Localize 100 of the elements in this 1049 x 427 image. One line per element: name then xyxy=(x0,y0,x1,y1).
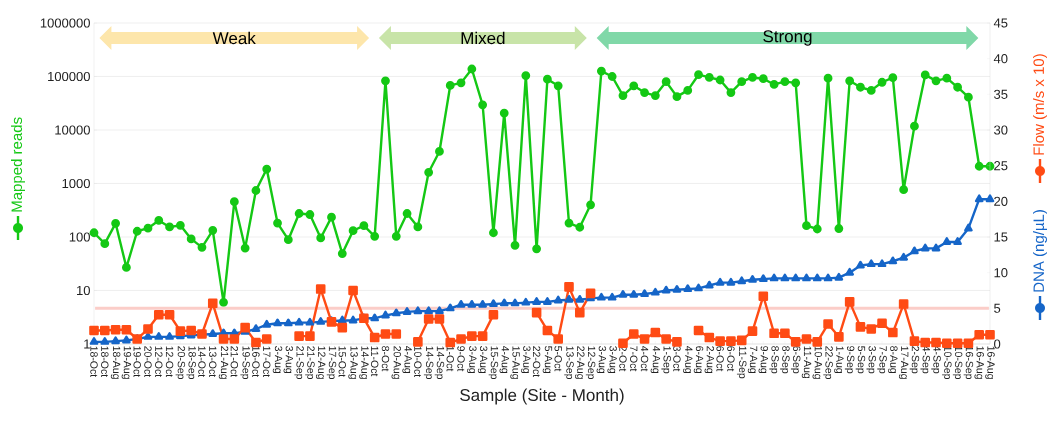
x-tick-label: 16-Oct xyxy=(252,346,260,378)
x-tick-label: 3-Oct xyxy=(673,346,681,372)
x-tick-label: 7-Oct xyxy=(630,346,638,372)
x-tick-label: 11-Sep xyxy=(736,346,747,379)
x-tick-label: 18-Sep xyxy=(186,346,196,380)
x-tick-label: 6-Aug xyxy=(693,346,704,374)
x-tick-label: 12-Oct xyxy=(165,346,174,378)
x-tick-label: 18-Aug xyxy=(110,346,121,379)
x-tick-label: 18-Oct xyxy=(90,346,98,378)
x-tick-label: 21-Aug xyxy=(218,346,229,379)
annotation: Mixed xyxy=(461,31,505,45)
text: DNA (ng/µL) xyxy=(1033,210,1047,292)
x-tick-label: 15-Aug xyxy=(510,346,520,379)
x-tick-label: 1-Aug xyxy=(834,346,844,374)
x-tick-label: 21-Sep xyxy=(294,346,304,380)
x-tick-label: 4-Sep xyxy=(931,345,941,374)
y2-tick-label: 40 xyxy=(993,54,1008,64)
x-tick-label: 22-Oct xyxy=(532,346,541,378)
x-tick-label: 19-Oct xyxy=(133,346,141,378)
x-tick-label: 15-Sep xyxy=(488,346,499,380)
x-tick-label: 3-Aug xyxy=(477,346,488,374)
x-tick-label: 8-Sep xyxy=(769,346,779,374)
y2-tick-label: 45 xyxy=(993,18,1008,28)
x-tick-label: 5-Aug xyxy=(542,346,553,374)
x-tick-label: 22-Aug xyxy=(575,346,585,379)
x-tick-label: 7-Sep xyxy=(877,346,887,374)
text: Flow (m/s x 10) xyxy=(1033,54,1047,155)
x-tick-label: 17-Sep xyxy=(326,346,337,380)
x-tick-label: 10-Aug xyxy=(812,346,823,379)
x-tick-label: 5-Oct xyxy=(554,346,562,372)
x-tick-label: 19-Sep xyxy=(240,346,250,380)
x-tick-label: 4-Aug xyxy=(402,345,412,374)
x-tick-label: 14-Oct xyxy=(198,346,206,378)
x-tick-label: 2-Aug xyxy=(704,346,715,374)
x-tick-label: 8-Oct xyxy=(381,346,390,372)
x-tick-label: 1-Sep xyxy=(661,346,671,374)
x-tick-label: 15-Oct xyxy=(338,346,347,378)
x-tick-label: 12-Aug xyxy=(315,346,326,379)
x-tick-label: 9-Aug xyxy=(758,346,769,374)
x-tick-label: 8-Aug xyxy=(888,346,898,374)
y-tick-label: 10000 xyxy=(55,125,90,135)
y2-tick-label: 15 xyxy=(994,232,1008,242)
y-tick-label: 100000 xyxy=(48,71,90,82)
x-tick-label: 3-Aug xyxy=(272,346,283,374)
x-tick-label: 9-Oct xyxy=(457,346,465,372)
y-tick-label: 10 xyxy=(77,285,90,296)
x-tick-label: 5-Sep xyxy=(855,346,866,374)
x-tick-label: 3-Aug xyxy=(596,346,607,374)
x-tick-label: 9-Sep xyxy=(844,346,855,374)
x-tick-label: 12-Sep xyxy=(585,346,596,380)
x-tick-label: 2-Sep xyxy=(909,346,920,374)
x-tick-label: 7-Aug xyxy=(747,346,758,374)
y2-tick-label: 35 xyxy=(994,89,1008,99)
x-tick-label: 14-Aug xyxy=(359,346,369,379)
x-tick-label: 6-Sep xyxy=(790,346,801,374)
x-tick-label: 18-Oct xyxy=(101,346,109,378)
x-tick-label: 8-Sep xyxy=(780,346,790,374)
x-tick-label: 20-Oct xyxy=(144,346,152,378)
x-axis-title: Sample (Site - Month) xyxy=(460,388,624,405)
x-tick-label: 3-Sep xyxy=(866,346,876,374)
y2-tick-label: 20 xyxy=(994,196,1008,206)
y-tick-label: 1 xyxy=(84,339,90,349)
y-tick-label: 1000 xyxy=(62,178,90,189)
x-tick-label: 4-Sep xyxy=(920,345,930,374)
x-tick-label: 3-Aug xyxy=(467,346,477,374)
x-tick-label: 17-Aug xyxy=(898,346,909,379)
x-tick-label: 13-Aug xyxy=(348,346,358,379)
y2-tick-label: 5 xyxy=(994,303,1001,313)
x-tick-label: 14-Sep xyxy=(434,346,445,380)
x-tick-label: 12-Oct xyxy=(155,346,163,378)
y-tick-label: 100 xyxy=(69,232,90,242)
x-tick-label: 21-Oct xyxy=(230,346,239,378)
y2-tick-label: 10 xyxy=(994,268,1008,278)
x-tick-label: 4-Aug xyxy=(499,345,509,374)
x-tick-label: 16-Sep xyxy=(963,346,974,380)
x-tick-label: 21-Sep xyxy=(305,346,315,380)
y2-tick-label: 30 xyxy=(994,125,1008,135)
text: Mapped reads xyxy=(11,117,25,212)
x-tick-label: 6-Oct xyxy=(716,346,724,372)
x-tick-label: 13-Oct xyxy=(209,346,217,378)
x-tick-label: 13-Sep xyxy=(564,346,574,380)
x-tick-label: 16-Aug xyxy=(985,346,995,379)
x-tick-label: 11-Aug xyxy=(801,346,812,379)
x-tick-label: 10-Sep xyxy=(942,346,952,380)
x-tick-label: 14-Sep xyxy=(423,346,434,380)
x-tick-label: 20-Aug xyxy=(391,346,402,379)
annotation: Strong xyxy=(763,30,812,46)
x-tick-label: 3-Aug xyxy=(607,346,617,374)
x-tick-label: 4-Oct xyxy=(640,345,649,372)
x-tick-label: 3-Aug xyxy=(283,346,294,374)
x-tick-label: 22-Sep xyxy=(823,346,833,380)
y-tick-label: 1000000 xyxy=(40,18,90,28)
x-tick-label: 16-Aug xyxy=(974,346,984,379)
x-tick-label: 19-Aug xyxy=(121,346,132,379)
x-tick-label: 6-Oct xyxy=(727,346,735,372)
x-tick-label: 10-Oct xyxy=(414,346,422,378)
x-tick-label: 10-Sep xyxy=(952,346,963,380)
x-tick-label: 11-Oct xyxy=(370,346,379,377)
x-tick-label: 4-Aug xyxy=(650,345,661,374)
x-tick-label: 17-Oct xyxy=(263,346,271,378)
